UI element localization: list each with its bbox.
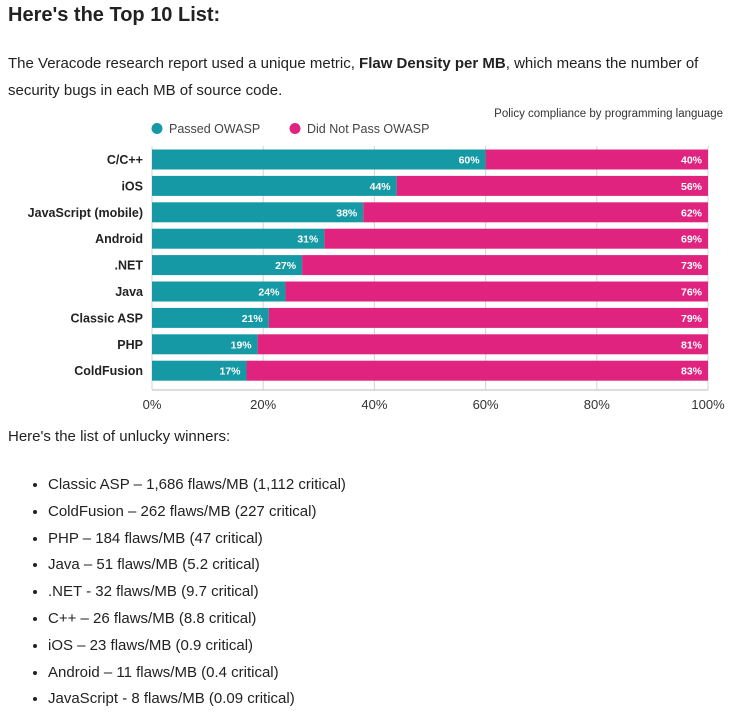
category-label: JavaScript (mobile)	[28, 206, 143, 220]
category-label: PHP	[117, 338, 143, 352]
intro-text-after: , which means the number of security bug…	[8, 55, 699, 99]
data-label: 40%	[681, 155, 703, 167]
bar-passed	[152, 281, 286, 302]
bar-failed	[363, 202, 708, 223]
legend-marker	[289, 123, 301, 134]
x-tick-label: 40%	[361, 397, 387, 412]
category-label: Classic ASP	[71, 311, 144, 325]
legend-label: Passed OWASP	[169, 122, 260, 136]
bar-passed	[152, 360, 247, 381]
data-label: 60%	[459, 155, 481, 167]
bar-passed	[152, 149, 486, 170]
chart-title: Policy compliance by programming languag…	[494, 108, 723, 120]
intro-text-before: The Veracode research report used a uniq…	[8, 55, 360, 72]
x-tick-label: 80%	[584, 397, 610, 412]
list-item: iOS – 23 flaws/MB (0.9 critical)	[48, 633, 346, 660]
list-item: ColdFusion – 262 flaws/MB (227 critical)	[48, 499, 346, 526]
category-label: Android	[95, 232, 143, 246]
bar-passed	[152, 228, 325, 249]
category-label: C/C++	[107, 153, 143, 167]
list-item: C++ – 26 flaws/MB (8.8 critical)	[48, 606, 346, 633]
list-item: .NET - 32 flaws/MB (9.7 critical)	[48, 579, 346, 606]
list-item: Classic ASP – 1,686 flaws/MB (1,112 crit…	[48, 472, 346, 499]
data-label: 24%	[258, 287, 280, 299]
data-label: 69%	[681, 234, 703, 246]
bar-failed	[285, 281, 708, 302]
list-item: JavaScript - 8 flaws/MB (0.09 critical)	[48, 686, 346, 713]
data-label: 81%	[681, 339, 703, 351]
legend-marker	[151, 123, 163, 134]
winners-subhead: Here's the list of unlucky winners:	[8, 428, 231, 445]
bar-failed	[396, 175, 708, 196]
data-label: 21%	[242, 313, 264, 325]
data-label: 44%	[370, 181, 392, 193]
bar-failed	[485, 149, 708, 170]
bar-passed	[152, 255, 303, 276]
data-label: 31%	[297, 234, 319, 246]
legend-label: Did Not Pass OWASP	[307, 122, 430, 136]
category-label: iOS	[121, 179, 143, 193]
list-item: Java – 51 flaws/MB (5.2 critical)	[48, 552, 346, 579]
x-tick-label: 0%	[143, 397, 162, 412]
data-label: 79%	[681, 313, 703, 325]
list-item: PHP – 184 flaws/MB (47 critical)	[48, 526, 346, 553]
bar-passed	[152, 175, 397, 196]
data-label: 76%	[681, 287, 703, 299]
data-label: 56%	[681, 181, 703, 193]
x-tick-label: 60%	[473, 397, 499, 412]
intro-metric: Flaw Density per MB	[359, 55, 506, 72]
bar-passed	[152, 202, 364, 223]
list-item: Android – 11 flaws/MB (0.4 critical)	[48, 660, 346, 687]
intro-paragraph: The Veracode research report used a uniq…	[8, 50, 728, 104]
bar-failed	[257, 334, 708, 355]
category-label: ColdFusion	[74, 364, 143, 378]
data-label: 38%	[336, 207, 358, 219]
data-label: 19%	[231, 339, 253, 351]
category-label: .NET	[115, 259, 144, 273]
bar-failed	[324, 228, 708, 249]
page-heading: Here's the Top 10 List:	[8, 4, 221, 26]
data-label: 73%	[681, 260, 703, 272]
x-tick-label: 20%	[250, 397, 276, 412]
data-label: 27%	[275, 260, 297, 272]
compliance-chart: Policy compliance by programming languag…	[28, 108, 725, 412]
x-tick-label: 100%	[691, 397, 725, 412]
data-label: 62%	[681, 207, 703, 219]
bar-failed	[302, 255, 708, 276]
category-label: Java	[115, 285, 144, 299]
bar-failed	[246, 360, 708, 381]
bar-failed	[268, 307, 708, 328]
bar-passed	[152, 307, 269, 328]
winners-list: Classic ASP – 1,686 flaws/MB (1,112 crit…	[8, 472, 346, 713]
data-label: 17%	[220, 366, 242, 378]
data-label: 83%	[681, 366, 703, 378]
bar-passed	[152, 334, 258, 355]
